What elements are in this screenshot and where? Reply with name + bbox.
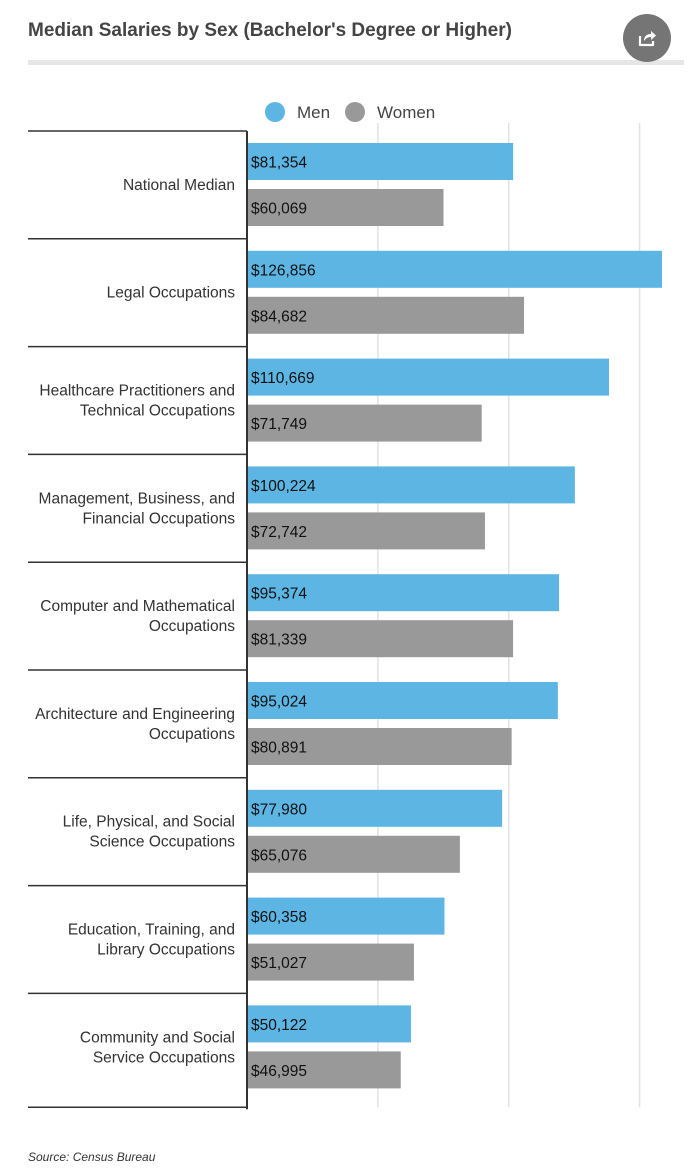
data-label-women: $81,339 bbox=[251, 632, 307, 649]
bar-men bbox=[247, 250, 662, 288]
legend-swatch-women bbox=[345, 102, 365, 122]
category-label-line: Architecture and Engineering bbox=[35, 706, 235, 723]
bar-men bbox=[247, 358, 610, 396]
category-label-line: Life, Physical, and Social bbox=[63, 814, 235, 831]
category-label-line: Healthcare Practitioners and bbox=[39, 383, 235, 400]
bar-chart: Men Women National Median $81,354 $60,069 Leg… bbox=[28, 102, 662, 1110]
bar-women bbox=[247, 1051, 401, 1089]
data-label-men: $110,669 bbox=[251, 370, 315, 387]
category-label: National Median bbox=[123, 177, 235, 194]
data-label-women: $84,682 bbox=[251, 308, 307, 325]
legend-swatch-men bbox=[265, 102, 285, 122]
category-label: Education, Training, and Library Occupati… bbox=[68, 922, 235, 959]
data-label-men: $60,358 bbox=[251, 909, 307, 926]
data-label-women: $71,749 bbox=[251, 416, 307, 433]
category-label-line: Financial Occupations bbox=[83, 510, 236, 527]
data-label-men: $126,856 bbox=[251, 262, 316, 279]
category-label-line: Technical Occupations bbox=[80, 403, 235, 420]
legend-label-women: Women bbox=[377, 103, 435, 122]
data-label-men: $95,024 bbox=[251, 694, 307, 711]
data-label-men: $100,224 bbox=[251, 478, 316, 495]
category-label-line: Community and Social bbox=[80, 1029, 235, 1046]
bar-men bbox=[247, 466, 575, 504]
category-label-line: Education, Training, and bbox=[68, 922, 235, 939]
bar-women bbox=[247, 620, 514, 658]
category-label: Community and Social Service Occupations bbox=[80, 1029, 235, 1066]
data-label-women: $65,076 bbox=[251, 847, 307, 864]
bar-men bbox=[247, 789, 503, 827]
data-label-women: $46,995 bbox=[251, 1063, 307, 1080]
bar-women bbox=[247, 189, 444, 226]
category-label-line: Science Occupations bbox=[89, 834, 235, 851]
data-label-men: $95,374 bbox=[251, 586, 307, 603]
share-button[interactable] bbox=[623, 14, 671, 62]
bar-men bbox=[247, 682, 558, 719]
category-label-line: Occupations bbox=[149, 618, 235, 635]
source-note: Source: Census Bureau bbox=[28, 1150, 156, 1164]
chart-title: Median Salaries by Sex (Bachelor's Degre… bbox=[28, 20, 512, 41]
bar-women bbox=[247, 943, 414, 981]
category-label-line: Occupations bbox=[149, 726, 235, 743]
data-label-women: $80,891 bbox=[251, 740, 307, 757]
title-divider bbox=[28, 60, 684, 65]
data-label-women: $51,027 bbox=[251, 955, 307, 972]
bar-women bbox=[247, 835, 460, 873]
category-label-line: Legal Occupations bbox=[107, 285, 236, 302]
bar-men bbox=[247, 1005, 411, 1043]
category-label: Healthcare Practitioners and Technical Oc… bbox=[39, 383, 235, 420]
legend-label-men: Men bbox=[297, 103, 330, 122]
category-label-line: Computer and Mathematical bbox=[40, 598, 235, 615]
share-icon bbox=[638, 31, 656, 47]
data-label-women: $60,069 bbox=[251, 201, 307, 218]
category-label: Legal Occupations bbox=[107, 285, 236, 302]
data-label-women: $72,742 bbox=[251, 524, 307, 541]
data-label-men: $81,354 bbox=[251, 155, 307, 172]
bar-women bbox=[247, 296, 525, 334]
data-label-men: $50,122 bbox=[251, 1017, 307, 1034]
data-label-men: $77,980 bbox=[251, 801, 307, 818]
category-label-line: National Median bbox=[123, 177, 235, 194]
bar-men bbox=[247, 143, 514, 180]
category-label: Management, Business, and Financial Occup… bbox=[39, 490, 236, 527]
bar-women bbox=[247, 728, 512, 765]
category-label-line: Management, Business, and bbox=[39, 490, 235, 507]
category-label: Life, Physical, and Social Science Occupa… bbox=[63, 814, 236, 851]
category-label-line: Service Occupations bbox=[93, 1049, 235, 1066]
category-label-line: Library Occupations bbox=[97, 942, 235, 959]
category-label: Computer and Mathematical Occupations bbox=[40, 598, 235, 635]
bar-men bbox=[247, 574, 560, 612]
bar-women bbox=[247, 404, 482, 442]
bar-men bbox=[247, 897, 445, 935]
bar-women bbox=[247, 512, 485, 550]
category-label: Architecture and Engineering Occupations bbox=[35, 706, 235, 743]
